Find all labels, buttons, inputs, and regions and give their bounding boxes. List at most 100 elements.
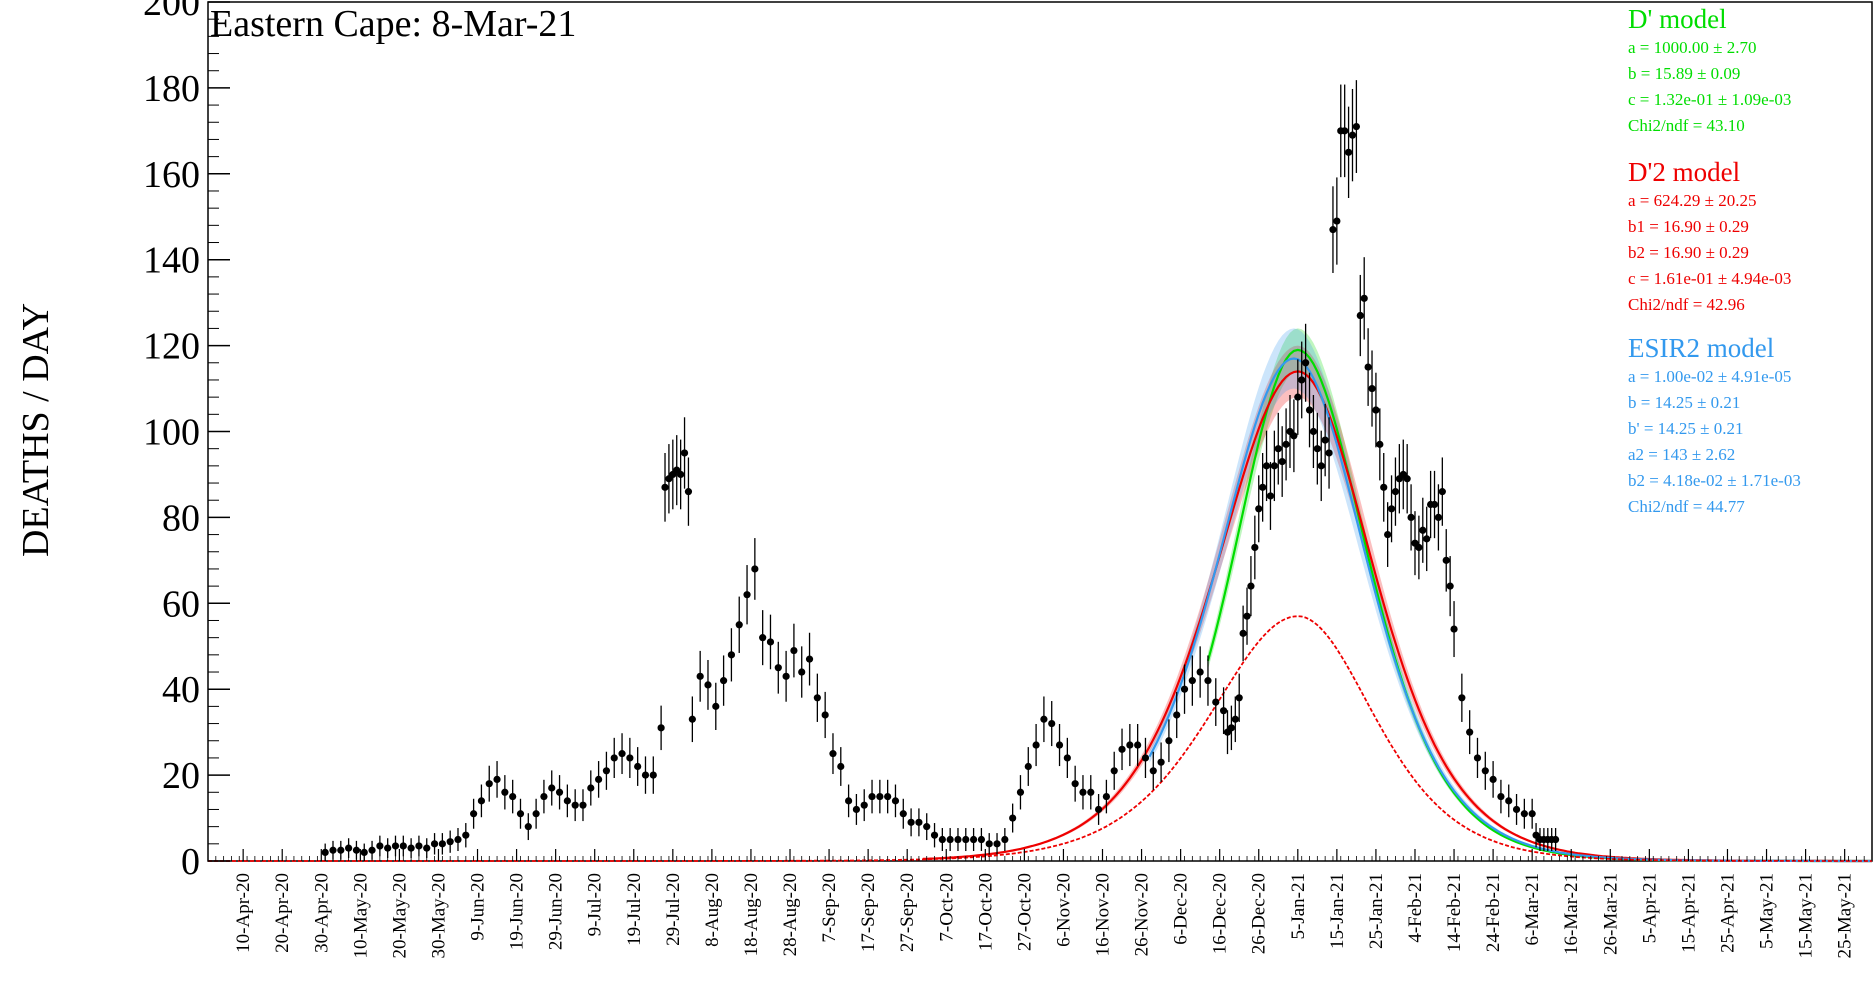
- data-marker: [1282, 440, 1290, 448]
- data-marker: [329, 846, 337, 854]
- observed-point: [852, 794, 861, 825]
- observed-point: [1329, 186, 1337, 273]
- observed-points: [321, 80, 1560, 861]
- data-marker: [1219, 707, 1228, 715]
- x-tick-label: 25-Jan-21: [1366, 873, 1387, 949]
- data-marker: [516, 810, 525, 818]
- data-marker: [829, 750, 837, 758]
- x-tick-label: 17-Oct-20: [975, 873, 996, 951]
- data-marker: [759, 634, 767, 642]
- observed-point: [579, 789, 587, 822]
- data-marker: [1407, 513, 1415, 522]
- x-tick-label: 30-Apr-20: [311, 873, 332, 953]
- data-marker: [501, 788, 509, 796]
- chart-title: Eastern Cape: 8-Mar-21: [210, 3, 576, 45]
- x-tick-label: 16-Nov-20: [1092, 873, 1113, 956]
- observed-point: [829, 733, 837, 775]
- y-tick-label: 60: [162, 583, 200, 625]
- data-marker: [602, 767, 611, 775]
- data-marker: [509, 792, 517, 801]
- model-bands: [922, 328, 1872, 862]
- observed-point: [1094, 794, 1103, 825]
- observed-point: [1282, 408, 1290, 481]
- observed-point: [876, 779, 884, 814]
- observed-point: [1442, 529, 1450, 592]
- data-marker: [1235, 694, 1243, 702]
- data-marker: [415, 842, 423, 850]
- observed-point: [1180, 664, 1189, 714]
- observed-point: [555, 775, 564, 810]
- observed-point: [805, 632, 814, 686]
- data-marker: [1157, 758, 1165, 766]
- observed-point: [790, 623, 798, 678]
- data-marker: [1102, 792, 1111, 801]
- observed-point: [1196, 646, 1204, 698]
- observed-point: [1438, 457, 1446, 526]
- observed-point: [985, 833, 993, 855]
- observed-point: [384, 838, 392, 858]
- observed-point: [1356, 274, 1364, 357]
- data-marker: [1278, 457, 1286, 466]
- x-tick-label: 4-Feb-21: [1405, 873, 1426, 943]
- data-marker: [1321, 436, 1329, 444]
- observed-point: [1188, 655, 1196, 706]
- data-marker: [438, 840, 446, 848]
- observed-point: [1372, 372, 1380, 448]
- data-marker: [1403, 475, 1411, 483]
- observed-point: [626, 737, 634, 778]
- data-marker: [1309, 427, 1318, 436]
- observed-point: [1204, 655, 1212, 706]
- data-marker: [1344, 148, 1353, 156]
- x-tick-label: 26-Nov-20: [1132, 873, 1153, 956]
- legend-param: b' = 14.25 ± 0.21: [1628, 419, 1744, 438]
- data-marker: [595, 775, 603, 783]
- observed-point: [1458, 673, 1466, 722]
- data-marker: [837, 762, 845, 771]
- data-marker: [493, 775, 501, 783]
- x-tick-label: 27-Sep-20: [897, 873, 918, 952]
- data-marker: [985, 840, 993, 848]
- observed-point: [524, 813, 532, 841]
- observed-point: [1434, 484, 1443, 551]
- x-tick-label: 15-Apr-21: [1678, 873, 1699, 953]
- observed-point: [868, 779, 876, 814]
- data-marker: [1227, 724, 1235, 732]
- observed-point: [516, 798, 525, 829]
- data-marker: [1356, 311, 1364, 320]
- y-tick-label: 100: [143, 412, 200, 454]
- observed-point: [884, 779, 892, 814]
- data-marker: [368, 846, 376, 854]
- legend-param: c = 1.61e-01 ± 4.94e-03: [1628, 269, 1792, 288]
- data-marker: [782, 672, 790, 680]
- observed-point: [1341, 84, 1349, 178]
- data-marker: [1259, 483, 1267, 491]
- observed-point: [696, 650, 704, 702]
- observed-point: [438, 833, 446, 855]
- data-marker: [1262, 462, 1271, 470]
- observed-point: [1223, 710, 1232, 755]
- observed-point: [677, 439, 685, 510]
- observed-point: [993, 833, 1001, 855]
- data-marker: [790, 646, 798, 655]
- data-marker: [1134, 741, 1142, 749]
- observed-point: [1262, 430, 1271, 502]
- observed-point: [1009, 803, 1017, 833]
- data-marker: [727, 651, 736, 659]
- observed-point: [1227, 705, 1235, 751]
- data-marker: [1450, 625, 1458, 633]
- observed-point: [399, 835, 407, 857]
- observed-point: [509, 779, 517, 814]
- x-tick-label: 6-Mar-21: [1522, 873, 1543, 945]
- observed-point: [446, 830, 454, 853]
- observed-point: [1165, 719, 1173, 763]
- observed-point: [1403, 444, 1411, 514]
- data-marker: [805, 655, 814, 663]
- observed-point: [938, 828, 946, 852]
- y-tick-label: 80: [162, 497, 200, 539]
- observed-point: [915, 808, 923, 837]
- x-tick-label: 17-Sep-20: [858, 873, 879, 952]
- data-marker: [845, 797, 853, 805]
- data-marker: [1434, 513, 1443, 522]
- data-marker: [954, 835, 962, 844]
- observed-point: [649, 756, 657, 794]
